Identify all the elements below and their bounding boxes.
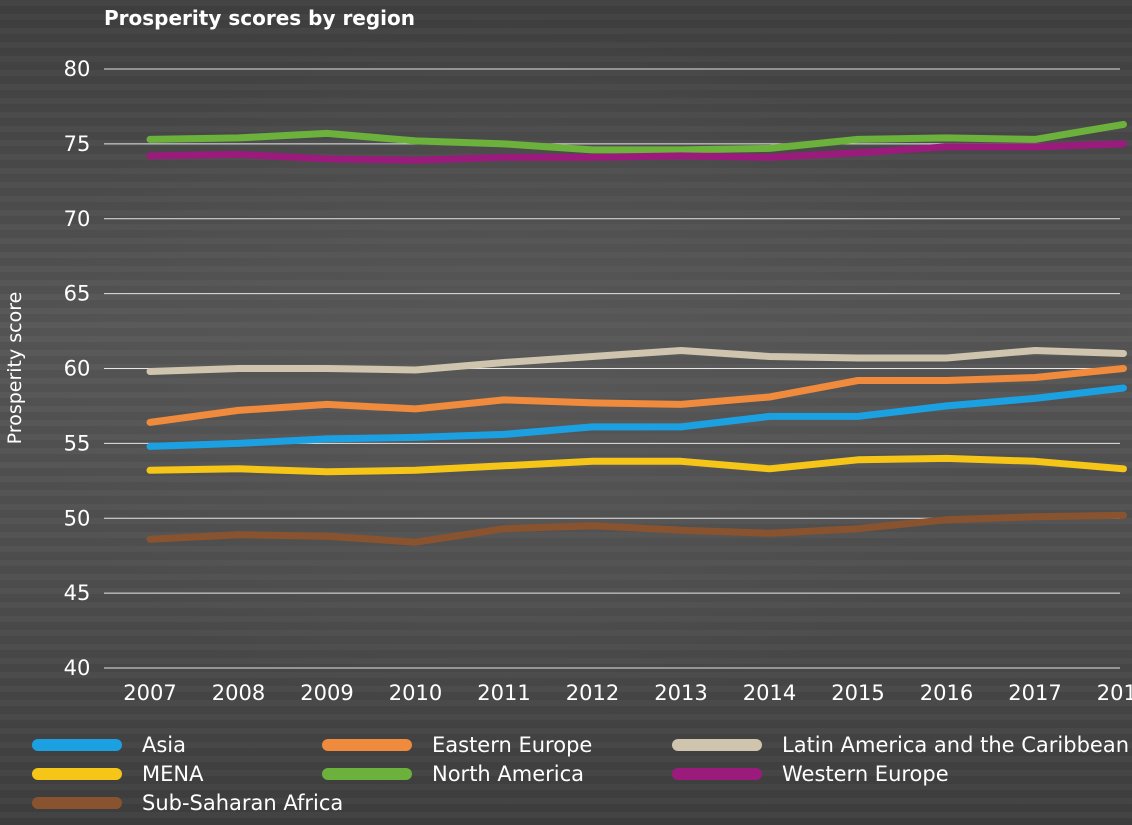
- legend-swatch: [672, 739, 762, 751]
- y-tick-label: 70: [64, 207, 91, 231]
- legend-item-asia: Asia: [32, 733, 186, 757]
- y-tick-label: 55: [64, 431, 91, 455]
- legend-label: Latin America and the Caribbean: [782, 733, 1129, 757]
- x-tick-label: 2009: [300, 681, 353, 705]
- series-line-western-europe: [146, 140, 1127, 164]
- series-line-asia: [146, 384, 1127, 450]
- x-tick-label: 2014: [743, 681, 796, 705]
- legend-label: Asia: [142, 733, 186, 757]
- x-tick-label: 2007: [123, 681, 176, 705]
- x-tick-labels: 2007 2008 2009 2010 2011 2012 2013 2014 2015 2016…: [123, 681, 1132, 705]
- x-tick-label: 2016: [920, 681, 973, 705]
- legend-label: North America: [432, 762, 584, 786]
- legend-item-north-america: North America: [322, 762, 584, 786]
- legend-label: MENA: [142, 762, 204, 786]
- chart-title: Prosperity scores by region: [104, 6, 415, 30]
- legend-swatch: [672, 768, 762, 780]
- x-tick-label: 2008: [212, 681, 265, 705]
- legend-item-latin-america-and-the-caribbean: Latin America and the Caribbean: [672, 733, 1129, 757]
- legend-label: Sub-Saharan Africa: [142, 791, 343, 815]
- series-line-sub-saharan-africa: [146, 511, 1127, 546]
- y-axis-label: Prosperity score: [4, 292, 26, 445]
- y-tick-label: 75: [64, 132, 91, 156]
- series-lines: [146, 120, 1127, 546]
- y-tick-label: 60: [64, 357, 91, 381]
- x-tick-label: 2015: [831, 681, 884, 705]
- legend-swatch: [322, 768, 412, 780]
- legend-swatch: [32, 768, 122, 780]
- y-tick-label: 80: [64, 57, 91, 81]
- legend-item-eastern-europe: Eastern Europe: [322, 733, 592, 757]
- legend-swatch: [322, 739, 412, 751]
- y-tick-label: 45: [64, 581, 91, 605]
- y-tick-label: 40: [64, 656, 91, 680]
- y-tick-labels: 40 45 50 55 60 65 70 75 80: [64, 57, 91, 680]
- x-tick-label: 2018: [1097, 681, 1132, 705]
- x-tick-label: 2017: [1008, 681, 1061, 705]
- y-tick-label: 50: [64, 506, 91, 530]
- x-tick-label: 2012: [566, 681, 619, 705]
- series-line-mena: [146, 454, 1127, 476]
- legend-item-western-europe: Western Europe: [672, 762, 949, 786]
- legend: Asia Eastern Europe Latin America and the …: [32, 733, 1129, 815]
- legend-item-mena: MENA: [32, 762, 204, 786]
- series-line-eastern-europe: [146, 365, 1127, 426]
- legend-swatch: [32, 797, 122, 809]
- y-tick-label: 65: [64, 282, 91, 306]
- legend-item-sub-saharan-africa: Sub-Saharan Africa: [32, 791, 343, 815]
- legend-label: Western Europe: [782, 762, 949, 786]
- series-line-latin-america-and-the-caribbean: [146, 347, 1127, 375]
- legend-label: Eastern Europe: [432, 733, 592, 757]
- x-tick-label: 2011: [477, 681, 530, 705]
- x-tick-label: 2013: [654, 681, 707, 705]
- x-tick-label: 2010: [389, 681, 442, 705]
- series-line-north-america: [146, 120, 1127, 154]
- legend-swatch: [32, 739, 122, 751]
